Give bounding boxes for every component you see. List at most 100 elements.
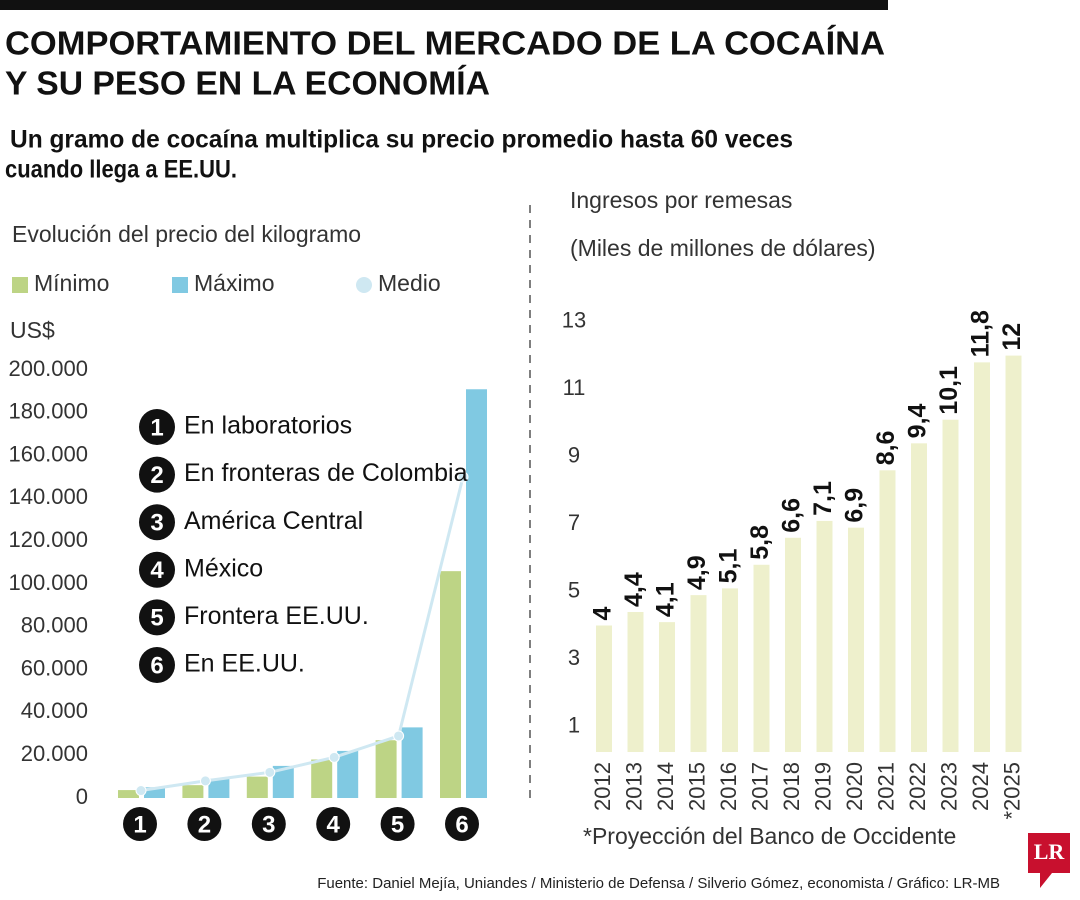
line (140, 476, 465, 792)
logo: LR (1034, 839, 1066, 864)
subtitle: Un gramo de cocaína multiplica su precio… (10, 126, 793, 154)
value-label: 10,1 (935, 366, 963, 415)
bar (596, 625, 612, 752)
value-label: 6,9 (841, 488, 869, 523)
bar (690, 595, 707, 752)
x-tick-label: 2023 (936, 762, 961, 811)
chart-subtitle: (Miles de millones de dólares) (570, 235, 876, 261)
source: Fuente: Daniel Mejía, Uniandes / Ministe… (317, 875, 1000, 892)
point (135, 785, 147, 797)
y-tick-label: 13 (562, 308, 586, 333)
bar (272, 765, 294, 798)
bar (942, 419, 959, 752)
category-badge (445, 807, 479, 841)
bar (911, 443, 927, 752)
y-tick-label: 180.000 (8, 399, 88, 424)
category-badge (187, 807, 222, 841)
point (264, 766, 276, 778)
value-label: 9,4 (904, 403, 932, 438)
x-tick-label: 2017 (747, 762, 772, 811)
x-tick-label: 2 (198, 811, 211, 838)
stage-label: América Central (184, 507, 363, 535)
bar (627, 611, 644, 752)
y-tick-label: 60.000 (21, 655, 88, 680)
point (199, 775, 211, 787)
legend-label: Mínimo (34, 270, 109, 296)
bar (208, 778, 230, 798)
y-tick-label: 3 (568, 645, 580, 670)
x-tick-label: 6 (455, 811, 468, 838)
x-tick-label: 4 (327, 811, 341, 838)
legend-label: Medio (378, 270, 441, 296)
top-bar (0, 0, 888, 10)
logo-tail (1040, 873, 1052, 888)
category-badge (251, 807, 286, 841)
bar (753, 564, 770, 752)
bar (1005, 355, 1022, 752)
y-tick-label: 11 (563, 375, 586, 400)
stage-number: 1 (150, 414, 163, 441)
x-tick-label: *2025 (999, 762, 1024, 820)
bar (722, 588, 738, 752)
category-badge (316, 807, 351, 841)
x-tick-label: 3 (262, 811, 275, 838)
bar (816, 520, 833, 752)
x-tick-label: 2024 (968, 762, 993, 811)
bar (144, 787, 165, 798)
bar (337, 750, 359, 798)
value-label: 5,1 (715, 549, 743, 584)
stage-label: México (184, 554, 263, 582)
bar (440, 571, 461, 798)
value-label: 6,6 (778, 498, 806, 533)
note: *Proyección del Banco de Occidente (583, 823, 956, 849)
stage-badge (139, 456, 175, 493)
y-tick-label: 5 (568, 578, 580, 603)
bar (118, 790, 139, 798)
stage-badge (139, 599, 175, 636)
value-label: 7,1 (809, 481, 837, 516)
legend-label: Máximo (194, 270, 275, 296)
x-tick-label: 2015 (684, 762, 709, 811)
legend-marker (356, 277, 372, 293)
stage-badge (139, 551, 175, 588)
y-tick-label: 160.000 (8, 441, 88, 466)
bar (659, 622, 675, 752)
x-tick-label: 2012 (590, 762, 615, 811)
x-tick-label: 2020 (842, 762, 867, 811)
bar (974, 362, 990, 752)
y-tick-label: 40.000 (21, 698, 88, 723)
y-tick-label: 140.000 (8, 484, 88, 509)
value-label: 4 (589, 606, 617, 620)
value-label: 4,1 (652, 582, 680, 617)
legend-marker (12, 277, 28, 293)
legend-marker (172, 277, 188, 293)
x-tick-label: 2016 (716, 762, 741, 811)
y-tick-label: 7 (568, 510, 580, 535)
y-tick-label: 80.000 (21, 613, 88, 638)
stage-badge (139, 504, 175, 541)
value-label: 5,8 (746, 525, 774, 560)
stage-label: En fronteras de Colombia (184, 459, 468, 487)
y-tick-label: 100.000 (8, 570, 88, 595)
y-tick-label: 120.000 (8, 527, 88, 552)
y-tick-label: 9 (568, 443, 580, 468)
bar (466, 389, 487, 798)
stage-label: En laboratorios (184, 412, 352, 440)
x-tick-label: 2013 (621, 762, 646, 811)
x-tick-label: 2021 (873, 762, 898, 811)
value-label: 4,9 (683, 555, 711, 590)
x-tick-label: 2019 (810, 762, 835, 811)
bar (785, 537, 801, 752)
bar (311, 759, 333, 798)
y-axis-label: US$ (10, 317, 55, 343)
title: Y SU PESO EN LA ECONOMÍA (5, 65, 490, 102)
chart-title: Evolución del precio del kilogramo (12, 221, 361, 247)
value-label: 11,8 (967, 310, 995, 357)
category-badge (123, 807, 157, 841)
bar (182, 785, 204, 798)
stage-number: 3 (150, 510, 163, 537)
bar (375, 740, 397, 798)
value-label: 8,6 (872, 431, 900, 466)
stage-badge (139, 647, 175, 683)
logo-box (1028, 833, 1070, 873)
